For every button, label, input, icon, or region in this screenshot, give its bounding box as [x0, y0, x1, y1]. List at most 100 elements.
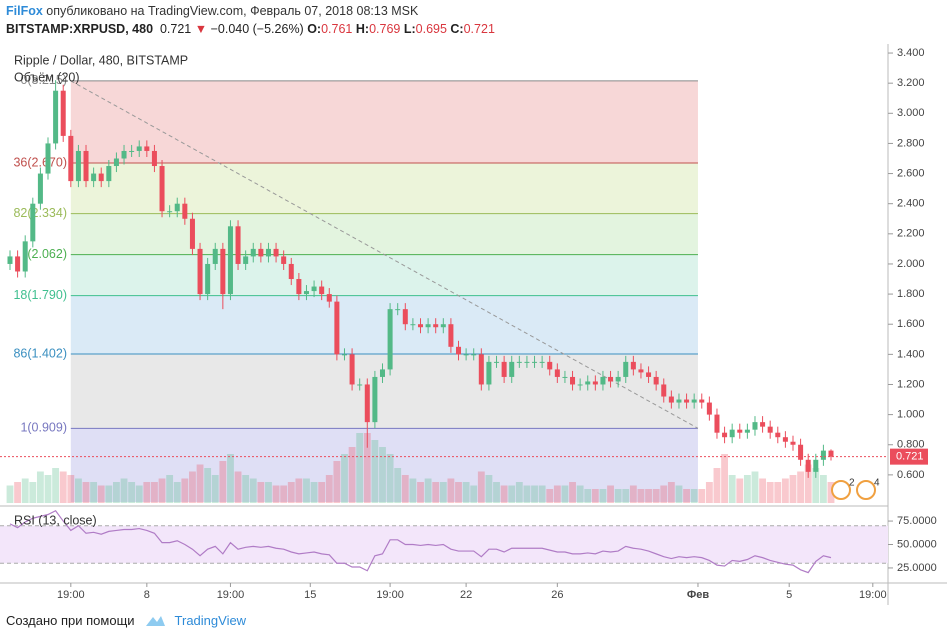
volume-bar: [295, 478, 303, 503]
candle-body: [129, 150, 135, 152]
volume-bar: [477, 471, 485, 503]
fib-zone: [70, 163, 698, 214]
candle-body: [182, 203, 188, 219]
candle-body: [296, 279, 302, 295]
volume-bar: [90, 482, 98, 503]
event-badge[interactable]: [831, 480, 851, 500]
volume-bar: [614, 489, 622, 503]
candle-body: [235, 226, 241, 264]
candle-body: [463, 354, 469, 356]
x-tick-label: 19:00: [376, 589, 404, 601]
candle-body: [813, 459, 819, 472]
volume-bar: [500, 485, 508, 503]
candle-body: [562, 376, 568, 378]
x-tick-label: 19:00: [57, 589, 85, 601]
volume-bar: [371, 440, 379, 503]
candle-body: [319, 286, 325, 295]
y-tick-label: 1.800: [897, 288, 925, 300]
volume-bar: [386, 454, 394, 503]
candle-body: [668, 396, 674, 403]
candle-body: [410, 324, 416, 326]
fib-zone: [70, 354, 698, 429]
candle-body: [676, 399, 682, 403]
volume-bar: [827, 482, 835, 503]
candle-body: [585, 381, 591, 385]
axes: 0.600 0.800 1.000 1.200 1.400 1.600 1.800 2.000…: [0, 47, 928, 601]
volume-bar: [531, 485, 538, 503]
ohlc-value: 0.769: [369, 22, 401, 36]
footer-brand[interactable]: TradingView: [174, 612, 247, 628]
candle-body: [121, 150, 127, 159]
y-tick-label: 1.200: [897, 378, 925, 390]
candle-body: [341, 354, 347, 356]
volume-bar: [675, 485, 683, 503]
volume-bar: [789, 475, 797, 503]
volume-bar: [325, 475, 333, 503]
volume-bar: [265, 482, 272, 503]
x-tick-label: 26: [551, 589, 563, 601]
candle-body: [265, 248, 271, 257]
candle-body: [760, 422, 766, 427]
volume-bar: [21, 478, 29, 503]
candle-body: [653, 376, 659, 385]
candle-body: [820, 450, 826, 460]
candle-body: [372, 376, 378, 423]
event-badge[interactable]: [856, 480, 876, 500]
x-tick-label: 15: [304, 589, 316, 601]
rsi-tick-label: 50.0000: [897, 538, 937, 550]
volume-bar: [166, 475, 174, 503]
candle-body: [174, 203, 180, 212]
ohlc-value: 0.761: [321, 22, 353, 36]
candle-body: [53, 90, 59, 144]
ohlc-key: L:: [403, 22, 416, 36]
candle-body: [364, 384, 370, 423]
volume-bar: [515, 482, 523, 503]
volume-bar: [690, 489, 698, 503]
candle-body: [547, 361, 553, 370]
volume-bar: [698, 489, 706, 503]
candle-body: [395, 309, 401, 311]
volume-bar: [751, 471, 759, 503]
x-tick-label: 5: [786, 589, 792, 601]
y-tick-label: 1.600: [897, 318, 925, 330]
candle-body: [471, 354, 477, 356]
y-tick-label: 0.600: [897, 469, 925, 481]
candle-body: [714, 414, 720, 433]
y-tick-label: 3.000: [897, 107, 925, 119]
candle-body: [592, 381, 598, 385]
volume-bar: [272, 485, 280, 503]
volume-bar: [242, 475, 250, 503]
candle-body: [113, 158, 119, 167]
footer: Создано при помощи TradingView: [6, 612, 246, 628]
candle-body: [623, 361, 629, 377]
volume-bar: [774, 482, 782, 503]
rsi-tick-label: 75.0000: [897, 515, 937, 527]
candle-body: [501, 361, 507, 377]
author: FilFox: [6, 4, 43, 18]
candle-body: [509, 361, 515, 377]
event-count: 2: [849, 478, 855, 489]
volume-bar: [493, 482, 500, 503]
candle-body: [577, 384, 583, 386]
candle-body: [303, 291, 309, 295]
tv-logo[interactable]: [143, 612, 167, 628]
fib-zone: [70, 213, 698, 255]
volume-bar: [143, 482, 151, 503]
candle-body: [417, 324, 424, 328]
volume-bar: [6, 485, 14, 503]
event-badges: 2 4: [831, 478, 880, 500]
candle-body: [326, 294, 332, 302]
volume-bar: [135, 485, 143, 503]
last-price: 0.721: [159, 22, 192, 36]
x-tick-label: Фев: [687, 589, 710, 601]
candle-body: [273, 248, 279, 257]
volume-bar: [409, 478, 417, 503]
candle-body: [646, 372, 652, 377]
volume-bar: [341, 454, 348, 503]
volume-bar: [318, 482, 326, 503]
fib-label: 1(0.909): [20, 421, 67, 435]
candle-body: [60, 90, 66, 136]
candle-body: [151, 150, 157, 167]
candle-body: [539, 361, 545, 363]
volume-bar: [234, 471, 242, 503]
